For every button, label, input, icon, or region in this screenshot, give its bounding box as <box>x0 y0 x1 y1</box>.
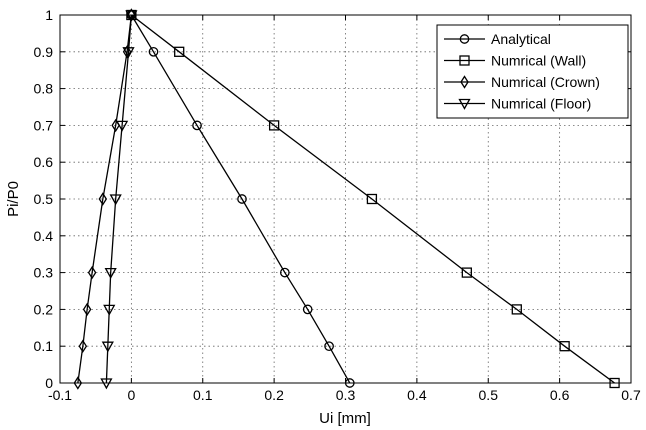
circle-marker <box>148 46 159 57</box>
triangle-down-marker <box>458 98 471 110</box>
y-tick-label: 0.6 <box>34 154 54 170</box>
circle-marker <box>302 304 313 315</box>
circle-marker <box>324 341 334 352</box>
triangle-down-marker <box>101 341 114 353</box>
x-tick-label: 0.3 <box>336 387 356 403</box>
y-axis-label: Pi/P0 <box>5 181 22 217</box>
square-marker <box>511 304 522 315</box>
square-marker <box>366 193 378 205</box>
triangle-down-marker <box>122 47 135 59</box>
square-marker <box>459 55 470 66</box>
diamond-marker <box>98 192 108 206</box>
square-marker <box>461 267 472 278</box>
grid <box>60 15 631 383</box>
y-tick-label: 0.2 <box>34 301 54 317</box>
legend-label: Analytical <box>491 31 551 47</box>
y-tick-label: 0.7 <box>34 117 54 133</box>
x-tick-label: 0.2 <box>264 387 284 403</box>
x-tick-label: 0.5 <box>479 387 499 403</box>
diamond-marker <box>78 339 88 353</box>
y-tick-label: 1 <box>45 7 53 23</box>
diamond-marker <box>82 302 92 317</box>
series-line <box>130 14 615 384</box>
y-tick-label: 0.3 <box>34 265 54 281</box>
triangle-down-marker <box>104 267 117 279</box>
square-marker <box>268 120 280 131</box>
square-marker <box>174 46 185 57</box>
y-tick-label: 0.4 <box>34 228 54 244</box>
x-tick-label: -0.1 <box>48 387 72 403</box>
x-axis-label: Ui [mm] <box>319 410 371 427</box>
legend-item: Numrical (Crown) <box>444 74 600 90</box>
series-line <box>105 14 133 384</box>
series-layer <box>73 8 620 390</box>
legend-label: Numrical (Floor) <box>491 96 591 112</box>
y-tick-label: 0 <box>45 375 53 391</box>
series-triangle-down <box>100 10 138 390</box>
x-tick-label: 0.7 <box>621 387 641 403</box>
y-tick-label: 0.5 <box>34 191 54 207</box>
series-circle <box>126 10 355 388</box>
legend-label: Numrical (Wall) <box>491 53 586 69</box>
triangle-down-marker <box>115 120 129 132</box>
square-marker <box>559 341 570 352</box>
triangle-down-marker <box>103 304 116 316</box>
circle-marker <box>279 267 290 278</box>
y-tick-label: 0.8 <box>34 81 54 97</box>
legend: Analytical Numrical (Wall) Numrical (Crown… <box>436 24 629 119</box>
series-line <box>130 14 351 384</box>
circle-marker <box>459 34 470 44</box>
diamond-marker <box>460 75 469 89</box>
diamond-marker <box>73 376 83 390</box>
legend-item: Numrical (Floor) <box>444 96 591 112</box>
x-tick-label: 0 <box>127 387 135 403</box>
triangle-down-marker <box>109 194 122 206</box>
legend-label: Numrical (Crown) <box>491 74 600 90</box>
legend-item: Numrical (Wall) <box>444 53 586 69</box>
y-tick-label: 0.1 <box>34 338 54 354</box>
legend-item: Analytical <box>444 31 551 47</box>
diamond-marker <box>87 265 97 280</box>
y-tick-label: 0.9 <box>34 44 54 60</box>
axis-ticks: -0.1 0 0.1 0.2 0.3 0.4 0.5 0.6 0.700.10.20.30.40… <box>34 7 641 403</box>
circle-marker <box>192 120 202 131</box>
series-line <box>77 14 133 384</box>
x-tick-label: 0.1 <box>193 387 213 403</box>
x-tick-label: 0.6 <box>550 387 570 403</box>
x-tick-label: 0.4 <box>407 387 427 403</box>
circle-marker <box>237 194 247 204</box>
